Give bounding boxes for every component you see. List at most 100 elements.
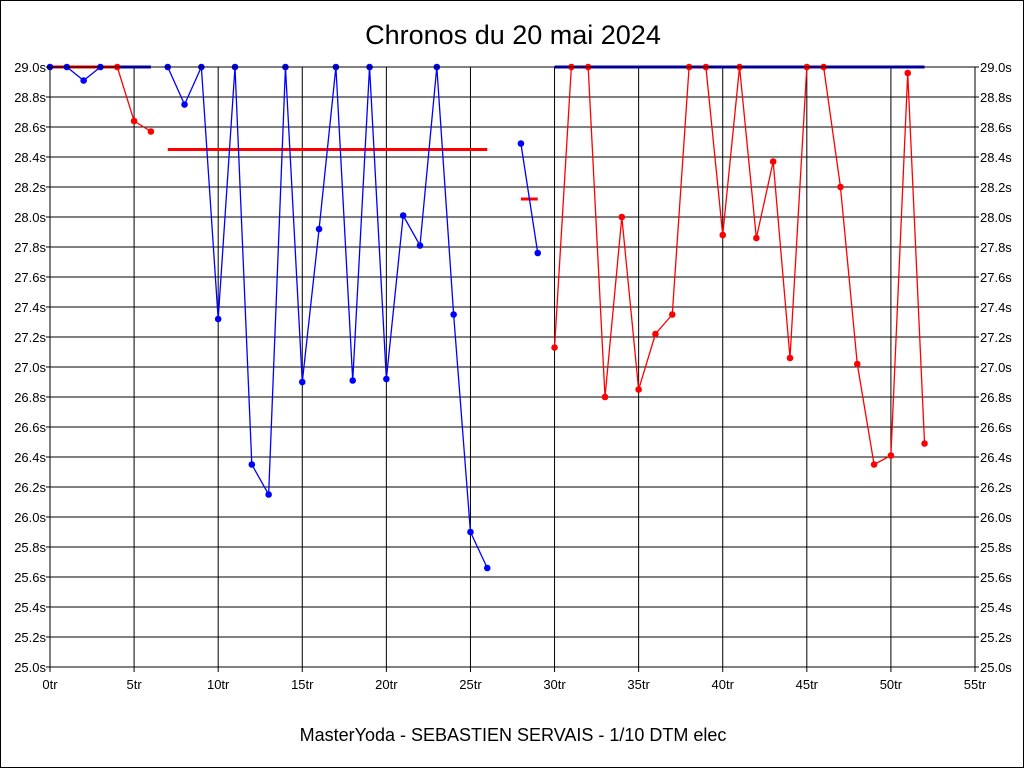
y-tick-label: 29.0s	[14, 60, 46, 75]
reference-lines	[50, 65, 925, 201]
data-point	[130, 117, 138, 125]
x-tick-label: 30tr	[543, 677, 566, 692]
data-point	[551, 344, 558, 351]
data-point	[887, 452, 895, 459]
x-tick-label: 45tr	[796, 677, 819, 692]
data-point	[298, 378, 306, 386]
data-point	[652, 330, 659, 338]
data-point	[214, 315, 222, 323]
x-tick-label: 25tr	[459, 677, 482, 692]
y-tick-label: 26.8s	[14, 390, 46, 405]
x-tick-label: 35tr	[627, 677, 650, 692]
data-point	[248, 461, 256, 468]
y-tick-label-right: 25.2s	[980, 630, 1012, 645]
data-point	[450, 311, 457, 318]
y-tick-label: 27.4s	[14, 300, 46, 315]
data-point	[80, 77, 87, 84]
y-tick-label-right: 25.4s	[980, 600, 1012, 615]
y-tick-label-right: 26.0s	[980, 510, 1012, 525]
y-tick-label: 26.2s	[14, 480, 46, 495]
series-line-blue-2	[167, 66, 488, 569]
y-tick-label-right: 28.2s	[980, 180, 1012, 195]
y-tick-label: 26.0s	[14, 510, 46, 525]
data-point	[904, 69, 912, 77]
y-tick-label: 26.4s	[14, 450, 46, 465]
data-point	[517, 140, 525, 147]
y-tick-label-right: 28.8s	[980, 90, 1012, 105]
y-tick-label-right: 26.8s	[980, 390, 1012, 405]
x-tick-label: 10tr	[207, 677, 230, 692]
y-tick-label-right: 25.0s	[980, 660, 1012, 675]
y-tick-label: 26.6s	[14, 420, 46, 435]
x-tick-label: 50tr	[880, 677, 903, 692]
y-tick-label-right: 29.0s	[980, 60, 1012, 75]
y-tick-label: 28.6s	[14, 120, 46, 135]
y-tick-label: 27.2s	[14, 330, 46, 345]
data-point	[668, 311, 676, 318]
data-point	[601, 393, 609, 401]
data-point	[315, 225, 323, 233]
data-point	[534, 249, 542, 257]
y-tick-label: 28.2s	[14, 180, 46, 195]
data-point	[719, 231, 727, 239]
axes: 25.0s 25.0s 25.2s 25.2s 25.4s 25.4s 25.6s 25.6s…	[14, 60, 1012, 692]
data-point	[837, 183, 844, 191]
x-tick-label: 0tr	[42, 677, 58, 692]
y-tick-label: 25.8s	[14, 540, 46, 555]
y-tick-label: 27.8s	[14, 240, 46, 255]
y-tick-label-right: 28.6s	[980, 120, 1012, 135]
y-tick-label-right: 27.2s	[980, 330, 1012, 345]
y-tick-label: 25.6s	[14, 570, 46, 585]
x-tick-label: 15tr	[291, 677, 314, 692]
data-point	[416, 242, 424, 249]
y-tick-label-right: 26.6s	[980, 420, 1012, 435]
y-tick-label: 25.2s	[14, 630, 46, 645]
data-point	[786, 354, 794, 362]
data-point	[399, 212, 407, 219]
y-tick-label-right: 28.0s	[980, 210, 1012, 225]
x-tick-label: 20tr	[375, 677, 398, 692]
y-tick-label: 28.8s	[14, 90, 46, 105]
y-tick-label: 25.0s	[14, 660, 46, 675]
data-point	[467, 528, 474, 536]
y-tick-label-right: 27.0s	[980, 360, 1012, 375]
data-point	[870, 461, 878, 468]
y-tick-label-right: 27.6s	[980, 270, 1012, 285]
data-point	[383, 375, 390, 383]
y-tick-label-right: 26.4s	[980, 450, 1012, 465]
data-point	[349, 377, 357, 384]
y-tick-label-right: 27.4s	[980, 300, 1012, 315]
data-point	[753, 234, 760, 242]
data-point	[769, 158, 777, 165]
y-tick-label-right: 25.6s	[980, 570, 1012, 585]
y-tick-label-right: 27.8s	[980, 240, 1012, 255]
series-line-blue-1	[50, 66, 101, 82]
y-tick-label: 27.6s	[14, 270, 46, 285]
chart-footer: MasterYoda - SEBASTIEN SERVAIS - 1/10 DT…	[300, 725, 727, 745]
data-point	[853, 360, 861, 368]
data-point	[147, 128, 155, 135]
y-tick-label-right: 28.4s	[980, 150, 1012, 165]
y-tick-label: 27.0s	[14, 360, 46, 375]
y-tick-label: 28.4s	[14, 150, 46, 165]
chart-title: Chronos du 20 mai 2024	[365, 20, 661, 50]
y-tick-label-right: 25.8s	[980, 540, 1012, 555]
x-tick-label: 5tr	[127, 677, 143, 692]
grid	[49, 66, 976, 668]
x-tick-label: 55tr	[964, 677, 987, 692]
data-point	[635, 386, 642, 393]
data-point	[265, 491, 272, 498]
x-tick-label: 40tr	[712, 677, 735, 692]
plot-frame	[49, 66, 976, 668]
series-line-blue-3	[520, 143, 539, 254]
y-tick-label: 28.0s	[14, 210, 46, 225]
data-point	[921, 440, 928, 447]
y-tick-label-right: 26.2s	[980, 480, 1012, 495]
data-point	[483, 564, 491, 572]
series-lines	[46, 63, 928, 572]
data-point	[618, 213, 626, 221]
y-tick-label: 25.4s	[14, 600, 46, 615]
data-point	[181, 101, 188, 108]
